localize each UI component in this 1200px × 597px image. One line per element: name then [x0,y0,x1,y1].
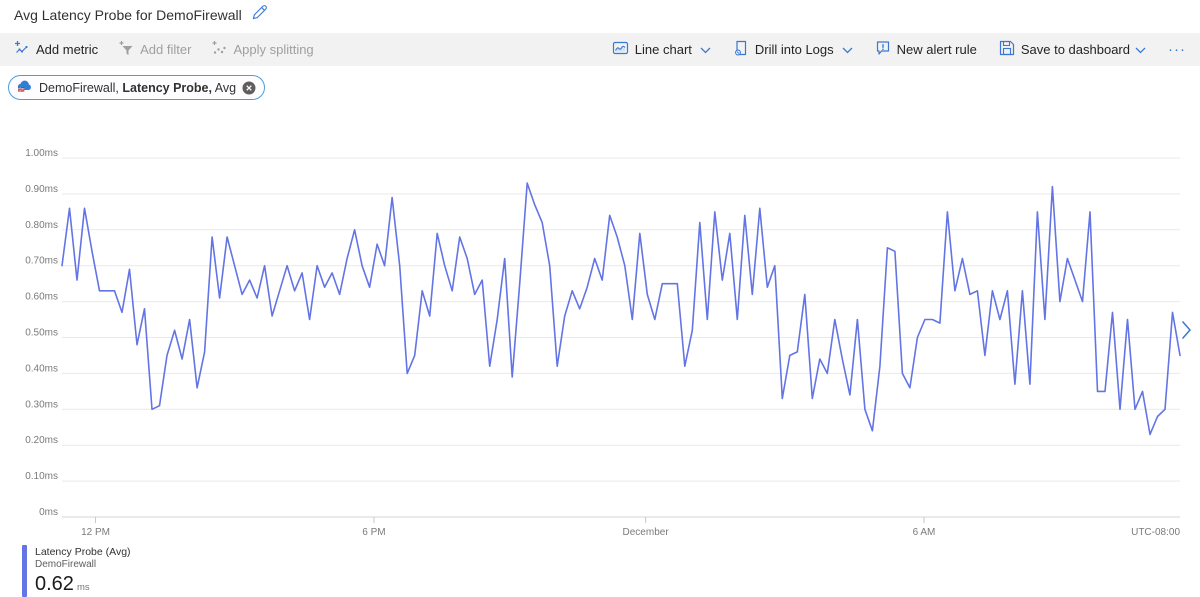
svg-text:UTC-08:00: UTC-08:00 [1131,527,1180,538]
drill-into-logs-dropdown[interactable]: Drill into Logs [733,40,853,59]
line-chart-icon [612,40,629,59]
edit-title-button[interactable] [251,4,268,26]
pill-metric: Latency Probe, [122,80,212,95]
svg-text:0.70ms: 0.70ms [25,256,58,267]
legend-unit: ms [76,581,90,593]
remove-metric-button[interactable] [242,81,256,95]
apply-splitting-button[interactable]: Apply splitting [211,40,314,59]
save-to-dashboard-label: Save to dashboard [1020,42,1130,57]
chart-toolbar: Add metric Add filter Apply [0,33,1200,66]
svg-text:December: December [623,527,670,538]
alert-icon [875,40,891,59]
pill-resource: DemoFirewall, [39,80,119,95]
page-title: Avg Latency Probe for DemoFirewall [14,7,242,23]
apply-splitting-label: Apply splitting [233,42,314,57]
drill-into-logs-label: Drill into Logs [754,42,834,57]
svg-text:1.00ms: 1.00ms [25,148,58,159]
chevron-down-icon [1135,42,1146,57]
svg-text:0.30ms: 0.30ms [25,399,58,410]
svg-text:6 AM: 6 AM [913,527,936,538]
chevron-down-icon [842,42,853,57]
svg-text:0.10ms: 0.10ms [25,471,58,482]
svg-text:0ms: 0ms [39,507,58,518]
metrics-chart[interactable]: 1.00ms 0.90ms 0.80ms 0.70ms 0.60ms 0.50ms 0.40… [0,140,1200,545]
legend-resource-label: DemoFirewall [35,559,97,571]
svg-text:0.80ms: 0.80ms [25,220,58,231]
filter-icon [118,40,134,59]
legend-value: 0.62 [35,572,74,595]
svg-text:0.50ms: 0.50ms [25,328,58,339]
pill-aggregation: Avg [214,80,237,95]
metric-pill[interactable]: DemoFirewall, Latency Probe, Avg [8,75,266,100]
save-to-dashboard-dropdown[interactable]: Save to dashboard [999,40,1146,59]
svg-text:0.40ms: 0.40ms [25,363,58,374]
chart-type-label: Line chart [634,42,692,57]
pencil-icon [251,4,268,26]
chart-type-dropdown[interactable]: Line chart [612,40,711,59]
add-metric-label: Add metric [36,42,99,57]
firewall-icon [16,79,33,96]
svg-text:6 PM: 6 PM [362,527,385,538]
new-alert-rule-button[interactable]: New alert rule [875,40,977,59]
next-chart-chevron[interactable] [1181,320,1195,340]
logs-document-icon [733,40,749,59]
svg-text:12 PM: 12 PM [81,527,110,538]
svg-text:0.60ms: 0.60ms [25,292,58,303]
splitting-icon [211,40,227,59]
add-metric-icon [14,40,30,59]
new-alert-rule-label: New alert rule [896,42,977,57]
legend-color-bar [22,545,27,597]
chevron-down-icon [700,42,711,57]
add-filter-button[interactable]: Add filter [118,40,191,59]
more-commands-button[interactable]: ··· [1168,41,1186,58]
legend-series-label: Latency Probe (Avg) [35,546,131,558]
save-icon [999,40,1015,59]
add-metric-button[interactable]: Add metric [14,40,98,59]
chart-legend[interactable]: Latency Probe (Avg) DemoFirewall 0.62 ms [22,545,131,597]
add-filter-label: Add filter [140,42,192,57]
svg-text:0.90ms: 0.90ms [25,184,58,195]
svg-text:0.20ms: 0.20ms [25,435,58,446]
title-row: Avg Latency Probe for DemoFirewall [14,4,268,26]
